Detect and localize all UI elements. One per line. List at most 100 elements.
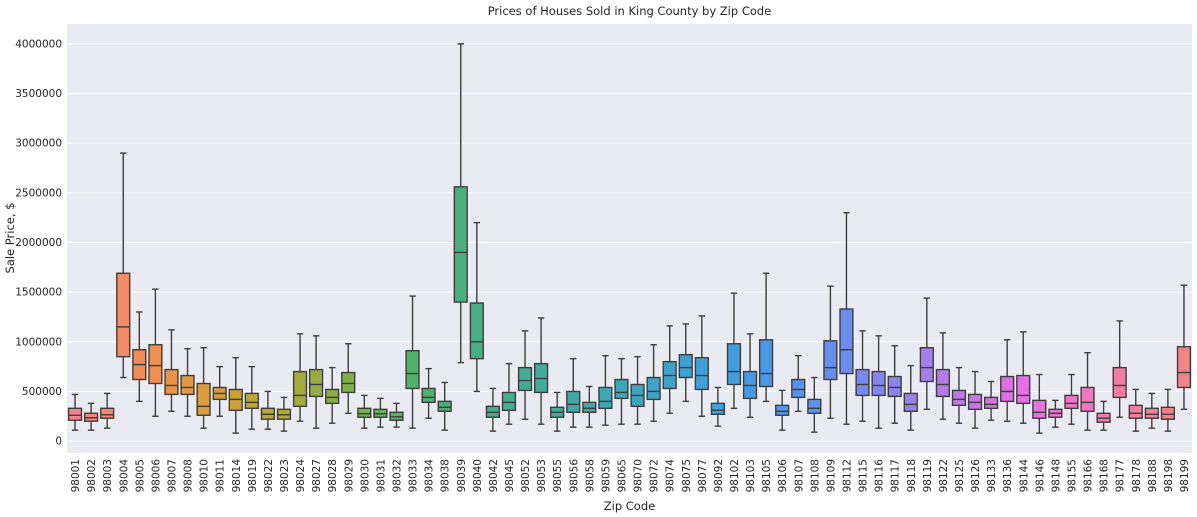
box-98040 xyxy=(469,221,484,393)
x-tick-label: 98056 xyxy=(568,459,580,493)
box-98125 xyxy=(951,366,967,424)
y-tick-label: 2000000 xyxy=(15,237,62,249)
iqr-box xyxy=(871,370,886,397)
x-tick-label: 98029 xyxy=(343,459,355,492)
box-98168 xyxy=(1096,400,1111,431)
iqr-box xyxy=(1000,375,1015,403)
x-tick-label: 98109 xyxy=(825,459,837,492)
box-98032 xyxy=(389,402,404,428)
x-tick-label: 98059 xyxy=(600,459,612,492)
y-tick-label: 3000000 xyxy=(15,138,62,150)
x-tick-label: 98116 xyxy=(874,459,886,493)
iqr-box xyxy=(1160,406,1176,420)
box-98074 xyxy=(662,325,677,414)
iqr-box xyxy=(469,302,484,360)
box-98005 xyxy=(132,311,147,403)
iqr-box xyxy=(405,350,420,390)
box-98059 xyxy=(598,354,613,426)
iqr-box xyxy=(775,404,790,416)
box-98022 xyxy=(260,390,276,430)
box-98126 xyxy=(967,370,983,429)
iqr-box xyxy=(100,407,115,419)
iqr-box xyxy=(598,386,613,410)
x-tick-label: 98072 xyxy=(649,459,661,492)
box-98115 xyxy=(855,330,870,422)
x-tick-label: 98034 xyxy=(424,459,436,493)
box-98045 xyxy=(501,362,517,425)
iqr-box xyxy=(758,339,774,388)
box-98011 xyxy=(212,365,227,417)
iqr-box xyxy=(855,368,870,397)
y-tick-label: 500000 xyxy=(22,386,62,398)
x-tick-label: 98144 xyxy=(1018,459,1030,493)
iqr-box xyxy=(453,186,468,303)
x-tick-label: 98108 xyxy=(809,459,821,492)
box-98133 xyxy=(983,380,999,421)
box-98055 xyxy=(550,391,565,432)
x-tick-label: 98106 xyxy=(777,459,789,493)
box-98010 xyxy=(196,347,211,429)
x-tick-label: 98030 xyxy=(359,459,371,492)
iqr-box xyxy=(887,375,902,398)
box-98042 xyxy=(485,387,501,432)
x-tick-labels: 98001 98002 98003 98004 98005 98006 98007 98008… xyxy=(70,459,1191,493)
box-98065 xyxy=(614,357,629,425)
box-98148 xyxy=(1048,399,1063,428)
x-tick-label: 98118 xyxy=(906,459,918,492)
x-tick-label: 98146 xyxy=(1034,459,1046,493)
x-tick-label: 98003 xyxy=(102,459,114,492)
box-98001 xyxy=(67,393,83,431)
x-tick-label: 98188 xyxy=(1147,459,1159,492)
x-tick-label: 98039 xyxy=(456,459,468,492)
iqr-box xyxy=(164,368,179,396)
iqr-box xyxy=(1176,346,1192,389)
x-tick-label: 98199 xyxy=(1179,459,1191,492)
x-tick-label: 98122 xyxy=(938,459,950,492)
x-tick-label: 98070 xyxy=(633,459,645,492)
iqr-box xyxy=(1032,399,1047,419)
iqr-box xyxy=(903,392,918,412)
iqr-box xyxy=(180,374,195,396)
box-98105 xyxy=(758,272,774,403)
iqr-box xyxy=(582,401,597,413)
x-tick-label: 98136 xyxy=(1002,459,1014,493)
iqr-box xyxy=(983,396,999,410)
x-tick-label: 98058 xyxy=(584,459,596,492)
iqr-box xyxy=(951,389,967,407)
iqr-box xyxy=(614,378,629,400)
box-98106 xyxy=(775,389,790,431)
box-98166 xyxy=(1080,352,1095,431)
x-tick-label: 98042 xyxy=(488,459,500,492)
iqr-box xyxy=(646,376,661,401)
iqr-box xyxy=(292,370,308,408)
box-98014 xyxy=(228,356,243,434)
box-98058 xyxy=(582,385,597,428)
box-98109 xyxy=(823,285,838,419)
iqr-box xyxy=(148,344,163,385)
box-98144 xyxy=(1016,331,1031,424)
iqr-box xyxy=(67,407,83,421)
iqr-box xyxy=(1016,374,1031,405)
x-tick-label: 98052 xyxy=(520,459,532,492)
iqr-box xyxy=(1080,386,1095,412)
y-tick-label: 0 xyxy=(55,436,62,448)
iqr-box xyxy=(694,356,709,391)
x-tick-label: 98040 xyxy=(472,459,484,492)
x-tick-label: 98011 xyxy=(215,459,227,492)
box-98092 xyxy=(710,386,726,427)
iqr-box xyxy=(566,390,581,413)
y-axis-label: Sale Price, $ xyxy=(3,203,17,274)
x-tick-label: 98119 xyxy=(922,459,934,492)
iqr-box xyxy=(421,387,436,404)
x-tick-label: 98028 xyxy=(327,459,339,492)
box-98034 xyxy=(421,367,436,419)
box-98039 xyxy=(453,43,468,364)
x-tick-label: 98133 xyxy=(986,459,998,492)
y-tick-label: 4000000 xyxy=(15,38,62,50)
y-tick-labels: 0 500000 1000000 1500000 2000000 2500000 30000… xyxy=(15,38,62,447)
y-tick-label: 2500000 xyxy=(15,187,62,199)
iqr-box xyxy=(726,343,742,386)
x-tick-label: 98168 xyxy=(1099,459,1111,492)
x-tick-label: 98019 xyxy=(247,459,259,492)
iqr-box xyxy=(839,308,854,375)
